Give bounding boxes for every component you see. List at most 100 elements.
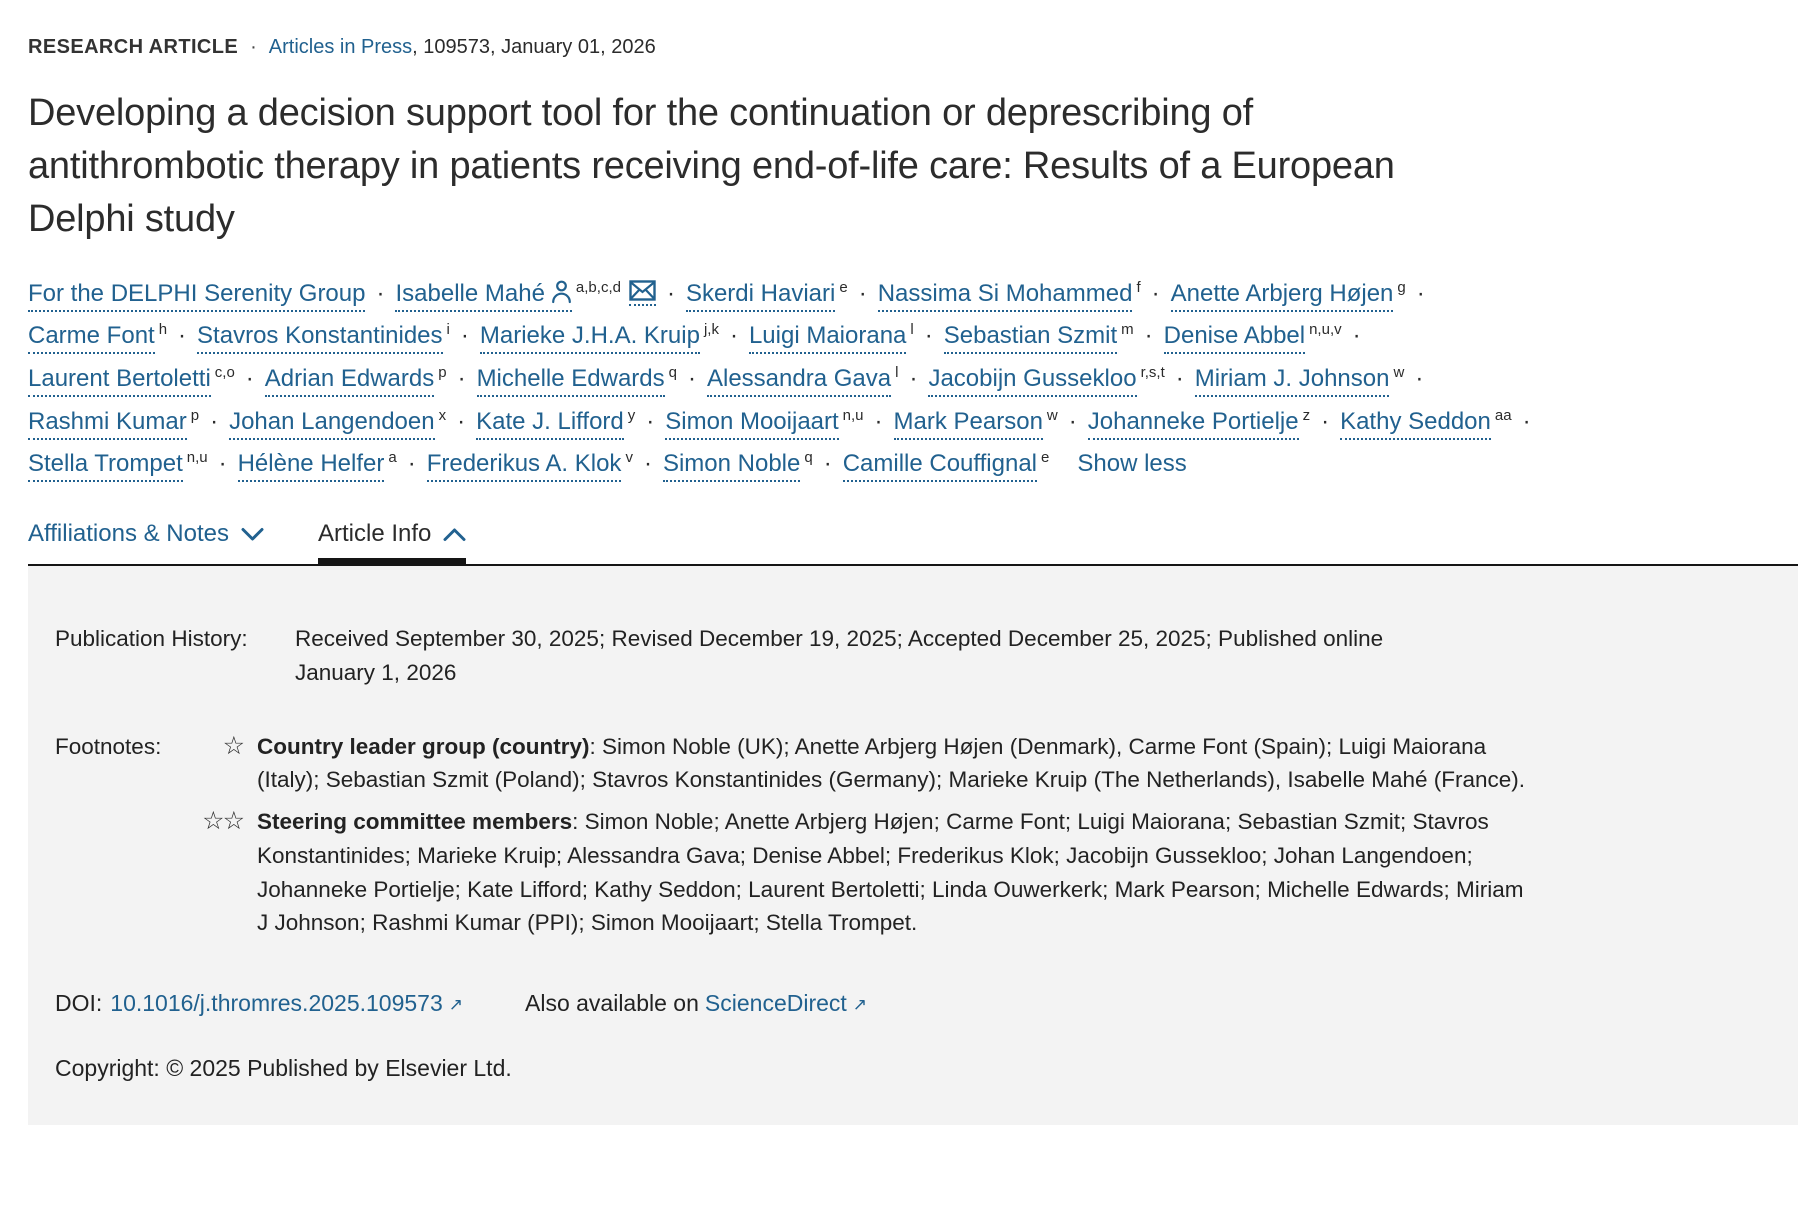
author-separator: · [1068,407,1077,435]
author-affiliation-sup: a [388,449,397,467]
email-author-link[interactable] [628,279,656,306]
author-affiliation-sup: m [1121,321,1134,339]
author-separator: · [1321,407,1330,435]
envelope-icon [629,279,656,301]
author-affiliation-sup: q [668,364,677,381]
author-link[interactable]: Luigi Maiorana [748,322,907,355]
author-link[interactable]: Laurent Bertoletti [28,365,211,397]
citation-meta: , 109573, January 01, 2026 [412,36,656,58]
author-link[interactable]: Skerdi Haviari [685,279,836,312]
author-link[interactable]: Kathy Seddon [1340,407,1491,440]
also-available-text: Also available on [525,990,699,1017]
author-affiliation-sup: y [627,406,636,424]
author-item: Denise Abbel n,u,v [1163,315,1342,358]
author-link[interactable]: For the DELPHI Serenity Group [28,279,366,312]
author-item: Michelle Edwards q [476,358,677,401]
author-separator: · [460,322,469,350]
author-item: Luigi Maiorana l [748,315,914,358]
author-link[interactable]: Simon Noble [662,450,801,483]
author-link[interactable]: Alessandra Gava [706,365,892,397]
author-link[interactable]: Miriam J. Johnson [1194,365,1390,397]
author-separator: · [245,365,254,392]
author-item: Rashmi Kumar p [28,401,199,444]
author-item: Marieke J.H.A. Kruip j,k [479,315,719,358]
author-affiliation-sup: q [804,449,813,467]
author-item: Simon Mooijaart n,u [665,401,864,444]
author-separator: · [1352,322,1361,350]
chevron-up-icon [443,528,466,541]
footnote-row: Footnotes: ☆ Country leader group (country… [55,730,1758,798]
author-separator: · [666,279,675,307]
footnote-text: Country leader group (country): Simon No… [257,733,1526,793]
author-link[interactable]: Michelle Edwards [476,365,665,397]
author-link[interactable]: Jacobijn Gussekloo [928,365,1137,397]
author-link[interactable]: Mark Pearson [893,407,1043,440]
tab-article-info[interactable]: Article Info [318,520,467,565]
author-link[interactable]: Stella Trompet [28,450,183,483]
author-separator: · [823,450,832,478]
author-item: Kathy Seddon aa [1340,401,1512,444]
author-item: Stavros Konstantinides i [197,315,450,358]
author-separator: · [1522,407,1531,435]
author-link[interactable]: Rashmi Kumar [28,407,187,440]
author-link[interactable]: Frederikus A. Klok [426,450,622,483]
author-affiliation-sup: p [190,406,200,424]
author-link[interactable]: Hélène Helfer [237,450,385,483]
author-separator: · [924,322,933,350]
author-item: Nassima Si Mohammed f [877,273,1141,316]
star-icon: ☆☆ [202,807,245,836]
author-item: Skerdi Haviari e [685,273,848,316]
tab-affiliations-notes[interactable]: Affiliations & Notes [28,520,264,564]
author-separator: · [643,450,652,478]
author-item: Mark Pearson w [893,401,1058,444]
author-link[interactable]: Sebastian Szmit [943,322,1118,355]
author-link[interactable]: Johanneke Portielje [1087,407,1299,440]
author-affiliation-sup: w [1393,364,1405,381]
author-affiliation-sup: c,o [214,364,235,381]
author-affiliation-sup: e [1041,449,1050,467]
author-separator: · [1415,365,1424,392]
author-link[interactable]: Anette Arbjerg Højen [1170,279,1394,312]
author-link[interactable]: Marieke J.H.A. Kruip [479,322,700,355]
author-item: For the DELPHI Serenity Group [28,273,366,316]
author-separator: · [1151,279,1160,307]
author-link[interactable]: Camille Couffignal [842,450,1038,483]
author-link[interactable]: Isabelle Mahé [395,279,572,312]
author-affiliation-sup: n,u [842,406,864,424]
chevron-down-icon [241,527,264,541]
author-separator: · [407,450,416,478]
author-link[interactable]: Simon Mooijaart [665,407,839,440]
author-separator: · [218,450,227,478]
author-link[interactable]: Nassima Si Mohammed [877,279,1133,312]
author-affiliation-sup: l [910,321,914,339]
publication-history-text: Received September 30, 2025; Revised Dec… [295,626,1384,685]
author-item: Camille Couffignal e [842,443,1050,486]
author-separator: · [909,365,918,392]
author-separator: · [729,322,738,350]
articles-in-press-link[interactable]: Articles in Press [268,36,413,58]
author-separator: · [646,407,655,435]
author-link[interactable]: Carme Font [28,322,155,355]
author-link[interactable]: Johan Langendoen [229,407,435,440]
author-affiliation-sup: l [895,364,899,381]
author-affiliation-sup: h [158,321,168,339]
doi-link[interactable]: 10.1016/j.thromres.2025.109573 [110,990,443,1017]
author-link[interactable]: Kate J. Lifford [476,407,624,440]
external-link-icon: ↗ [448,995,463,1015]
author-link[interactable]: Stavros Konstantinides [197,322,443,355]
author-affiliation-sup: j,k [703,321,719,339]
author-link[interactable]: Denise Abbel [1163,322,1306,355]
author-item: Anette Arbjerg Højen g [1170,273,1406,316]
tab-label: Affiliations & Notes [28,520,229,548]
author-list: For the DELPHI Serenity Group · Isabelle M… [28,273,1548,487]
author-separator: · [874,407,883,435]
show-less-button[interactable]: Show less [1077,450,1187,478]
publication-history-label: Publication History: [55,626,248,652]
sciencedirect-link[interactable]: ScienceDirect [704,990,847,1017]
author-item: Adrian Edwards p [264,358,447,401]
article-type-label: RESEARCH ARTICLE [28,36,239,58]
author-separator: · [178,322,187,350]
article-header: RESEARCH ARTICLE · Articles in Press, 1095… [0,0,1818,565]
author-item: Stella Trompet n,u [28,443,208,486]
author-link[interactable]: Adrian Edwards [264,365,435,397]
